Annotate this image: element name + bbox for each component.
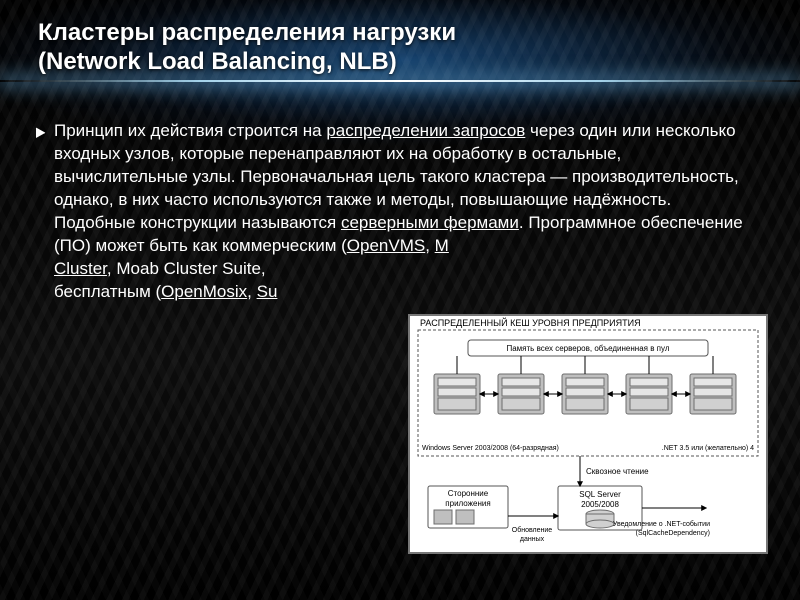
body-seg3: , xyxy=(425,236,434,255)
body-seg6: бесплатным ( xyxy=(54,282,161,301)
body-seg5: , Moab Cluster Suite, xyxy=(107,259,266,278)
body-text: Принцип их действия строится на распреде… xyxy=(54,120,754,304)
pool-box-label: Память всех серверов, объединенная в пул xyxy=(506,344,669,353)
link-m[interactable]: M xyxy=(435,236,449,255)
bullet-icon xyxy=(34,126,48,140)
slide-root: Кластеры распределения нагрузки (Network… xyxy=(0,0,800,600)
footer-right: .NET 3.5 или (желательно) 4 xyxy=(662,445,754,452)
ext-app-line1: Сторонние xyxy=(448,489,489,498)
server-2 xyxy=(498,374,544,414)
external-app: Сторонние приложения xyxy=(428,486,508,528)
body-prefix: Принцип их действия строится на xyxy=(54,121,326,140)
link-server-farms[interactable]: серверными фермами xyxy=(341,213,519,232)
pool-connectors xyxy=(457,356,713,374)
diagram-header: РАСПРЕДЕЛЕННЫЙ КЕШ УРОВНЯ ПРЕДПРИЯТИЯ xyxy=(420,317,641,328)
slide-title: Кластеры распределения нагрузки (Network… xyxy=(38,18,456,77)
notif-line2: (SqlCacheDependency) xyxy=(636,530,710,537)
notif-line1: Уведомление о .NET-событии xyxy=(613,520,710,528)
server-5 xyxy=(690,374,736,414)
link-openvms[interactable]: OpenVMS xyxy=(347,236,425,255)
link-openmosix[interactable]: OpenMosix xyxy=(161,282,247,301)
title-line-1: Кластеры распределения нагрузки xyxy=(38,19,456,46)
read-label: Сквозное чтение xyxy=(586,467,649,476)
architecture-diagram: РАСПРЕДЕЛЕННЫЙ КЕШ УРОВНЯ ПРЕДПРИЯТИЯ Па… xyxy=(408,314,768,554)
link-cluster[interactable]: Cluster xyxy=(54,259,107,278)
update-line1: Обновление xyxy=(512,526,553,534)
server-row xyxy=(434,374,736,414)
server-4 xyxy=(626,374,672,414)
ext-app-line2: приложения xyxy=(445,499,490,508)
sql-label: SQL Server xyxy=(579,490,621,499)
server-1 xyxy=(434,374,480,414)
server-3 xyxy=(562,374,608,414)
footer-left: Windows Server 2003/2008 (64-разрядная) xyxy=(422,445,559,452)
update-line2: данных xyxy=(520,536,545,543)
sql-version: 2005/2008 xyxy=(581,500,619,509)
lens-flare-line xyxy=(0,80,800,82)
body-seg7: , xyxy=(247,282,256,301)
link-distribution[interactable]: распределении запросов xyxy=(326,121,525,140)
title-line-2: (Network Load Balancing, NLB) xyxy=(38,48,397,75)
link-su[interactable]: Su xyxy=(257,282,278,301)
